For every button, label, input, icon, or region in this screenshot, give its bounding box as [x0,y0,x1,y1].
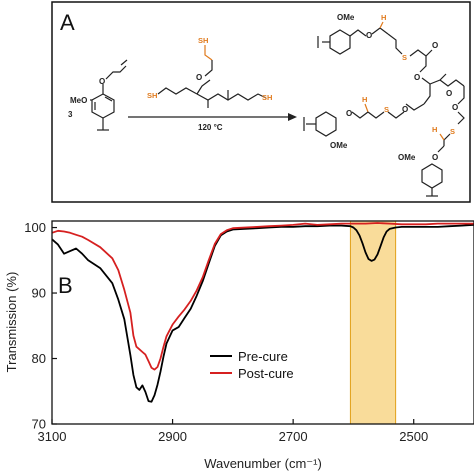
product-carbonyl-right: O [452,103,458,112]
product-ome-top: OMe [337,13,355,22]
reactant-molecule: 3 O MeO [68,59,128,131]
crosslinker-thiol-left: SH [147,91,157,100]
product-h-bottom: H [432,125,437,134]
legend-label-pre-cure: Pre-cure [238,349,288,364]
panel-a: A 3 O MeO SH O SH SH [51,1,471,203]
x-tick-label: 2500 [399,429,428,444]
panel-b: B 3100 2900 2700 2500 70 80 90 100 Wavenumber … [4,220,474,471]
crosslinker-thiol-right: SH [262,93,272,102]
ester-o: O [196,73,202,82]
legend: Pre-cure Post-cure [210,349,294,381]
product-s-mid: S [384,105,389,114]
product-h-top: H [381,13,386,22]
series-layer [51,222,474,403]
product-carbonyl-mid: O [446,89,452,98]
product-s-top: S [402,53,407,62]
x-tick-label: 2900 [158,429,187,444]
product-o-mid: O [402,105,408,114]
x-axis-title: Wavenumber (cm⁻¹) [204,456,322,471]
crosslinker-molecule: SH O SH SH [147,36,272,108]
product-s-bottom: S [450,127,455,136]
product-o-top: O [366,31,372,40]
panel-b-letter: B [58,273,73,298]
x-tick-label: 2700 [279,429,308,444]
x-tick-label: 3100 [38,429,67,444]
reaction-condition: 120 °C [198,123,223,132]
product-o-left: O [346,109,352,118]
y-axis-title: Transmission (%) [4,272,19,373]
y-tick-label: 100 [24,220,46,235]
y-axis: 70 80 90 100 [24,220,57,432]
product-o-bottom: O [432,153,438,162]
legend-label-post-cure: Post-cure [238,366,294,381]
series-line-post-cure [51,222,474,371]
crosslinker-thiol-top: SH [198,36,208,45]
product-ester-o: O [414,73,420,82]
y-tick-label: 80 [32,351,46,366]
product-ome-mid: OMe [330,141,348,150]
product-molecule: OMe O H S O O O O S H [303,13,465,197]
product-ome-bottom: OMe [398,153,416,162]
reaction-arrow: 120 °C [128,113,297,132]
x-axis: 3100 2900 2700 2500 [38,419,428,444]
product-h-mid: H [362,95,367,104]
panel-a-frame [51,1,471,203]
reactant-o-atom: O [99,77,105,86]
panel-a-letter: A [60,10,75,35]
series-line-pre-cure [51,224,474,403]
y-tick-label: 90 [32,286,46,301]
y-tick-label: 70 [32,417,46,432]
product-carbonyl-top: O [432,41,438,50]
reactant-coefficient: 3 [68,110,73,119]
plot-frame [51,220,474,425]
reactant-methoxy: MeO [70,96,87,105]
thiol-highlight-band [349,220,397,425]
